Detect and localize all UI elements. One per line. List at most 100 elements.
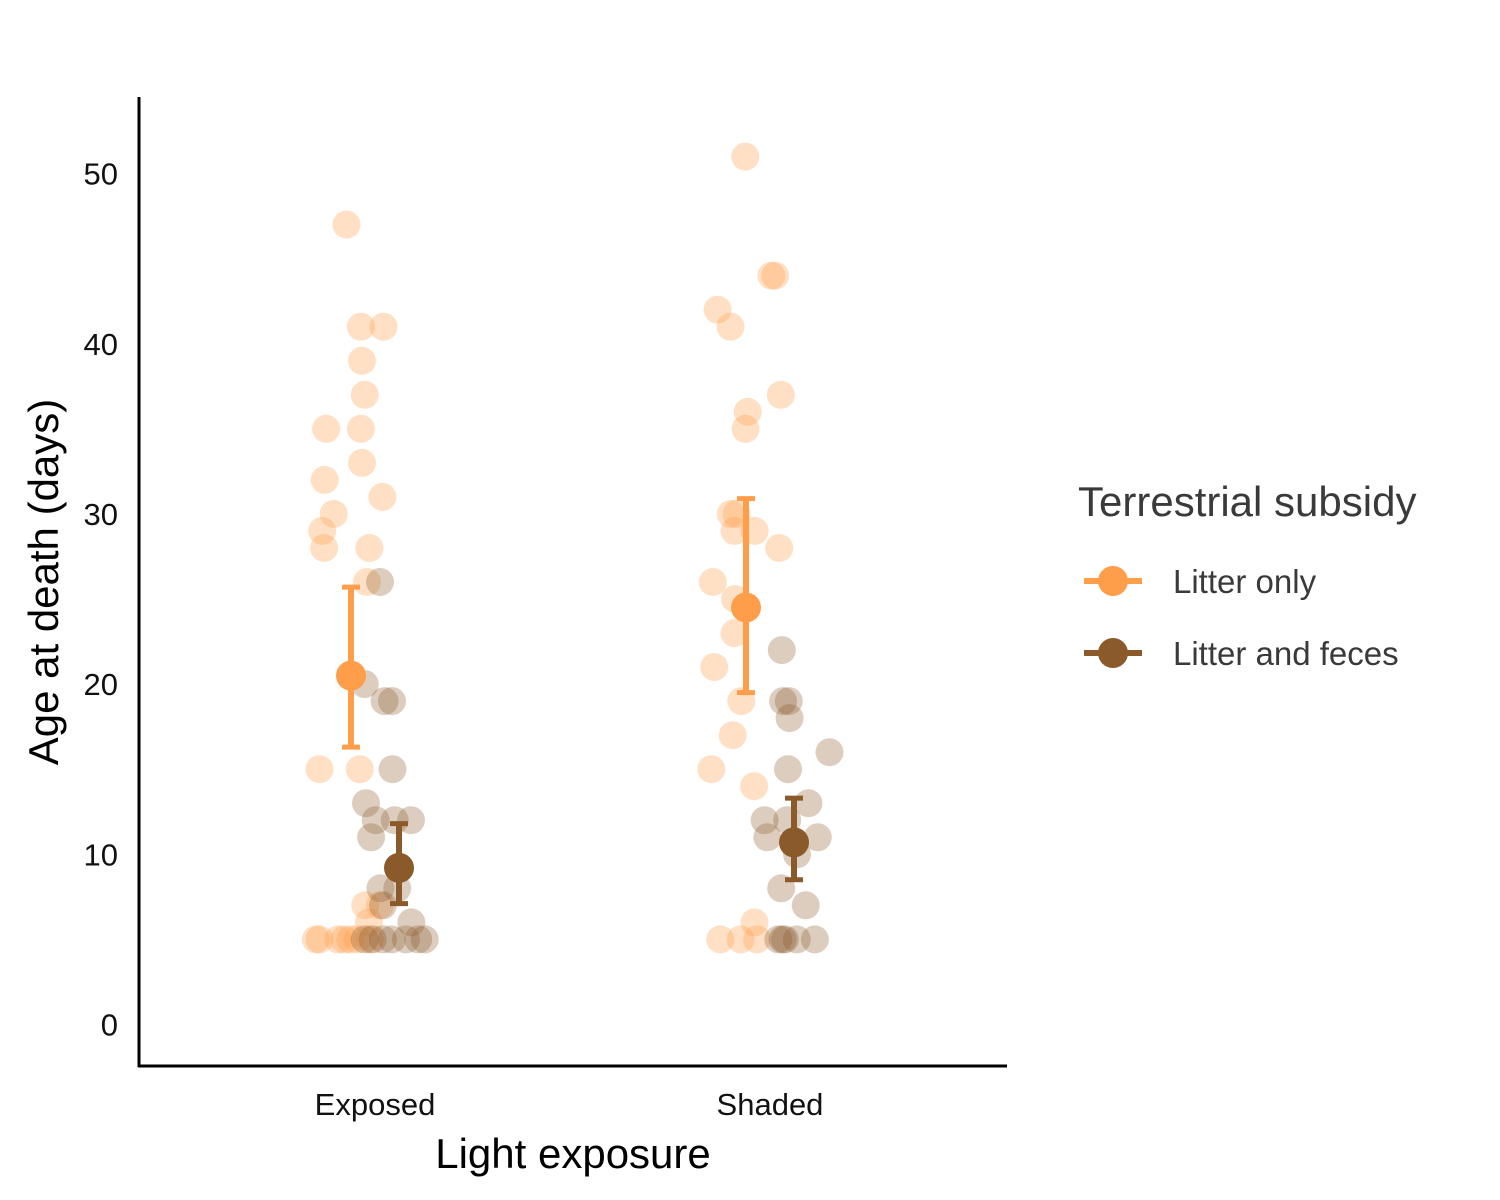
- data-point: [324, 925, 353, 954]
- data-point: [368, 482, 397, 511]
- x-tick-label: Exposed: [315, 1087, 436, 1122]
- data-point: [348, 448, 376, 477]
- data-point: [365, 891, 394, 920]
- data-point: [308, 516, 337, 545]
- data-point: [366, 874, 395, 903]
- legend-item: Litter and feces: [1084, 635, 1399, 672]
- data-point: [775, 704, 804, 733]
- data-point: [357, 823, 386, 852]
- data-point: [355, 925, 384, 954]
- data-point: [733, 397, 762, 426]
- axes: [137, 97, 1007, 1068]
- legend-label: Litter and feces: [1173, 635, 1399, 672]
- mean-point: [384, 852, 414, 883]
- data-point: [765, 534, 794, 562]
- data-point: [404, 925, 433, 954]
- data-point: [397, 806, 425, 835]
- data-point: [769, 687, 798, 716]
- data-point: [703, 295, 732, 324]
- data-point: [698, 568, 727, 596]
- x-tick-label: Shaded: [717, 1087, 824, 1122]
- data-point: [410, 925, 439, 954]
- data-point: [397, 908, 426, 937]
- data-point: [368, 925, 397, 954]
- x-tick-labels: Exposed Shaded: [315, 1087, 824, 1122]
- data-point: [351, 891, 380, 920]
- data-point: [350, 380, 379, 409]
- data-point: [726, 925, 755, 954]
- data-point: [346, 312, 375, 341]
- x-axis-title: Light exposure: [435, 1130, 711, 1177]
- data-point: [718, 721, 747, 750]
- legend-label: Litter only: [1173, 563, 1317, 600]
- data-point: [706, 925, 735, 954]
- data-point: [305, 755, 334, 784]
- legend: Terrestrial subsidy Litter only Litter an…: [1078, 478, 1416, 672]
- data-point: [740, 908, 769, 937]
- data-point: [764, 925, 793, 954]
- data-point: [697, 755, 726, 784]
- data-point: [358, 925, 387, 954]
- legend-key-marker: [1098, 566, 1128, 596]
- data-point: [767, 636, 796, 665]
- data-point: [770, 925, 799, 954]
- data-point: [369, 312, 398, 341]
- y-tick-label: 20: [84, 667, 118, 702]
- data-point: [815, 738, 844, 767]
- data-point: [803, 823, 832, 852]
- legend-item: Litter only: [1084, 563, 1317, 600]
- y-tick-labels: 0 10 20 30 40 50: [84, 157, 118, 1043]
- data-point: [305, 925, 334, 954]
- data-point: [766, 380, 795, 409]
- data-point: [378, 755, 407, 784]
- data-point: [377, 925, 406, 954]
- data-point: [370, 687, 399, 716]
- data-point: [346, 414, 375, 443]
- y-axis-title: Age at death (days): [20, 399, 67, 766]
- data-point: [345, 755, 374, 784]
- data-point: [355, 534, 384, 562]
- data-point: [757, 261, 786, 290]
- jitter-points: [301, 142, 844, 954]
- data-point: [716, 499, 745, 528]
- data-point: [782, 925, 811, 954]
- data-point: [716, 312, 745, 341]
- data-point: [343, 925, 372, 954]
- data-point: [743, 925, 771, 954]
- data-point: [336, 925, 365, 954]
- data-point: [352, 789, 380, 818]
- mean-point: [336, 660, 366, 691]
- data-point: [774, 687, 803, 716]
- data-point: [768, 925, 797, 954]
- y-tick-label: 40: [84, 327, 118, 362]
- data-point: [700, 653, 729, 682]
- mean-point: [731, 592, 761, 623]
- data-point: [330, 925, 359, 954]
- mean-error-bars: [336, 496, 809, 907]
- data-point: [350, 925, 379, 954]
- data-point: [354, 908, 383, 937]
- data-point: [731, 142, 760, 171]
- legend-items: Litter only Litter and feces: [1084, 563, 1399, 672]
- data-point: [368, 891, 397, 920]
- y-tick-label: 50: [84, 157, 118, 192]
- data-point: [731, 414, 760, 443]
- data-point: [740, 772, 769, 801]
- data-point: [332, 210, 361, 239]
- data-point: [347, 346, 376, 375]
- data-point: [312, 414, 341, 443]
- data-point: [761, 261, 790, 290]
- data-point: [750, 806, 779, 835]
- data-point: [774, 755, 802, 784]
- data-point: [791, 891, 820, 920]
- data-point: [720, 516, 749, 545]
- data-point: [392, 925, 420, 954]
- y-tick-label: 10: [84, 837, 118, 872]
- data-point: [361, 806, 390, 835]
- data-point: [800, 925, 829, 954]
- data-point: [310, 534, 339, 562]
- legend-title: Terrestrial subsidy: [1078, 478, 1416, 525]
- data-point: [366, 568, 394, 596]
- data-point: [319, 499, 348, 528]
